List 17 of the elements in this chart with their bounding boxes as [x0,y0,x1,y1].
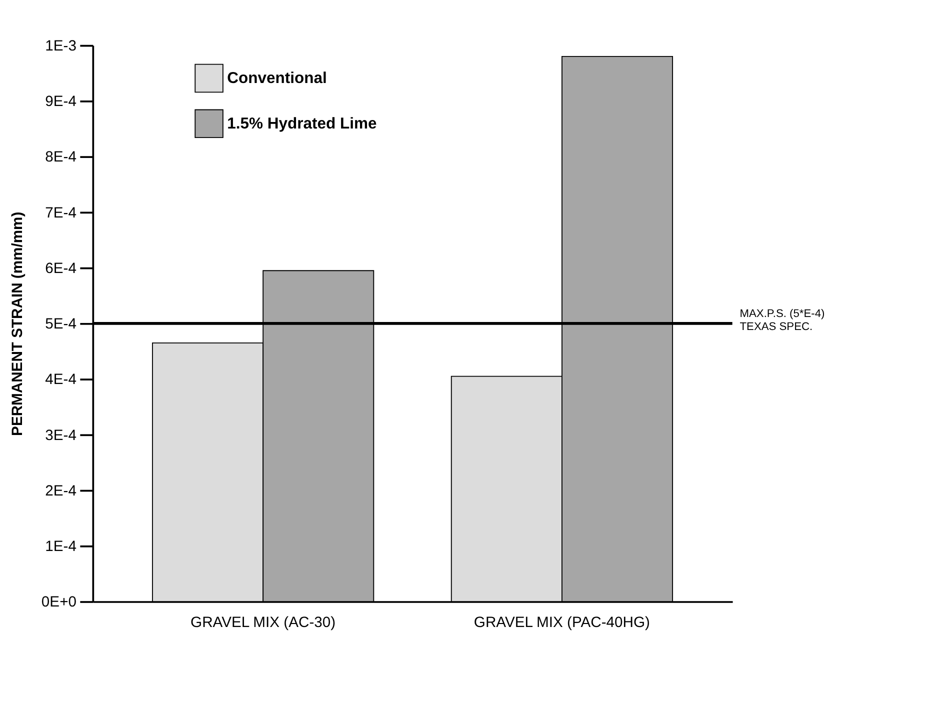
legend-label: 1.5% Hydrated Lime [227,115,378,132]
x-tick-label: GRAVEL MIX (PAC-40HG) [474,615,650,632]
y-tick-label: 8E-4 [45,150,76,166]
y-tick-label: 7E-4 [45,205,76,222]
legend-label: Conventional [227,70,327,87]
y-tick-label: 2E-4 [45,483,76,500]
y-tick-label: 1E-4 [45,539,76,556]
y-tick-label: 4E-4 [45,372,76,388]
y-tick-label: 5E-4 [45,316,76,333]
y-tick-label: 9E-4 [45,94,76,110]
y-axis-title: PERMANENT STRAIN (mm/mm) [10,212,26,436]
y-tick-label: 1E-3 [45,38,76,54]
x-tick-label: GRAVEL MIX (AC-30) [190,615,336,632]
y-tick-label: 0E+0 [41,594,76,611]
ref-line-label: MAX.P.S. (5*E-4) TEXAS SPEC. [740,308,826,333]
y-tick-label: 3E-4 [45,428,76,444]
y-tick-label: 6E-4 [45,260,76,277]
